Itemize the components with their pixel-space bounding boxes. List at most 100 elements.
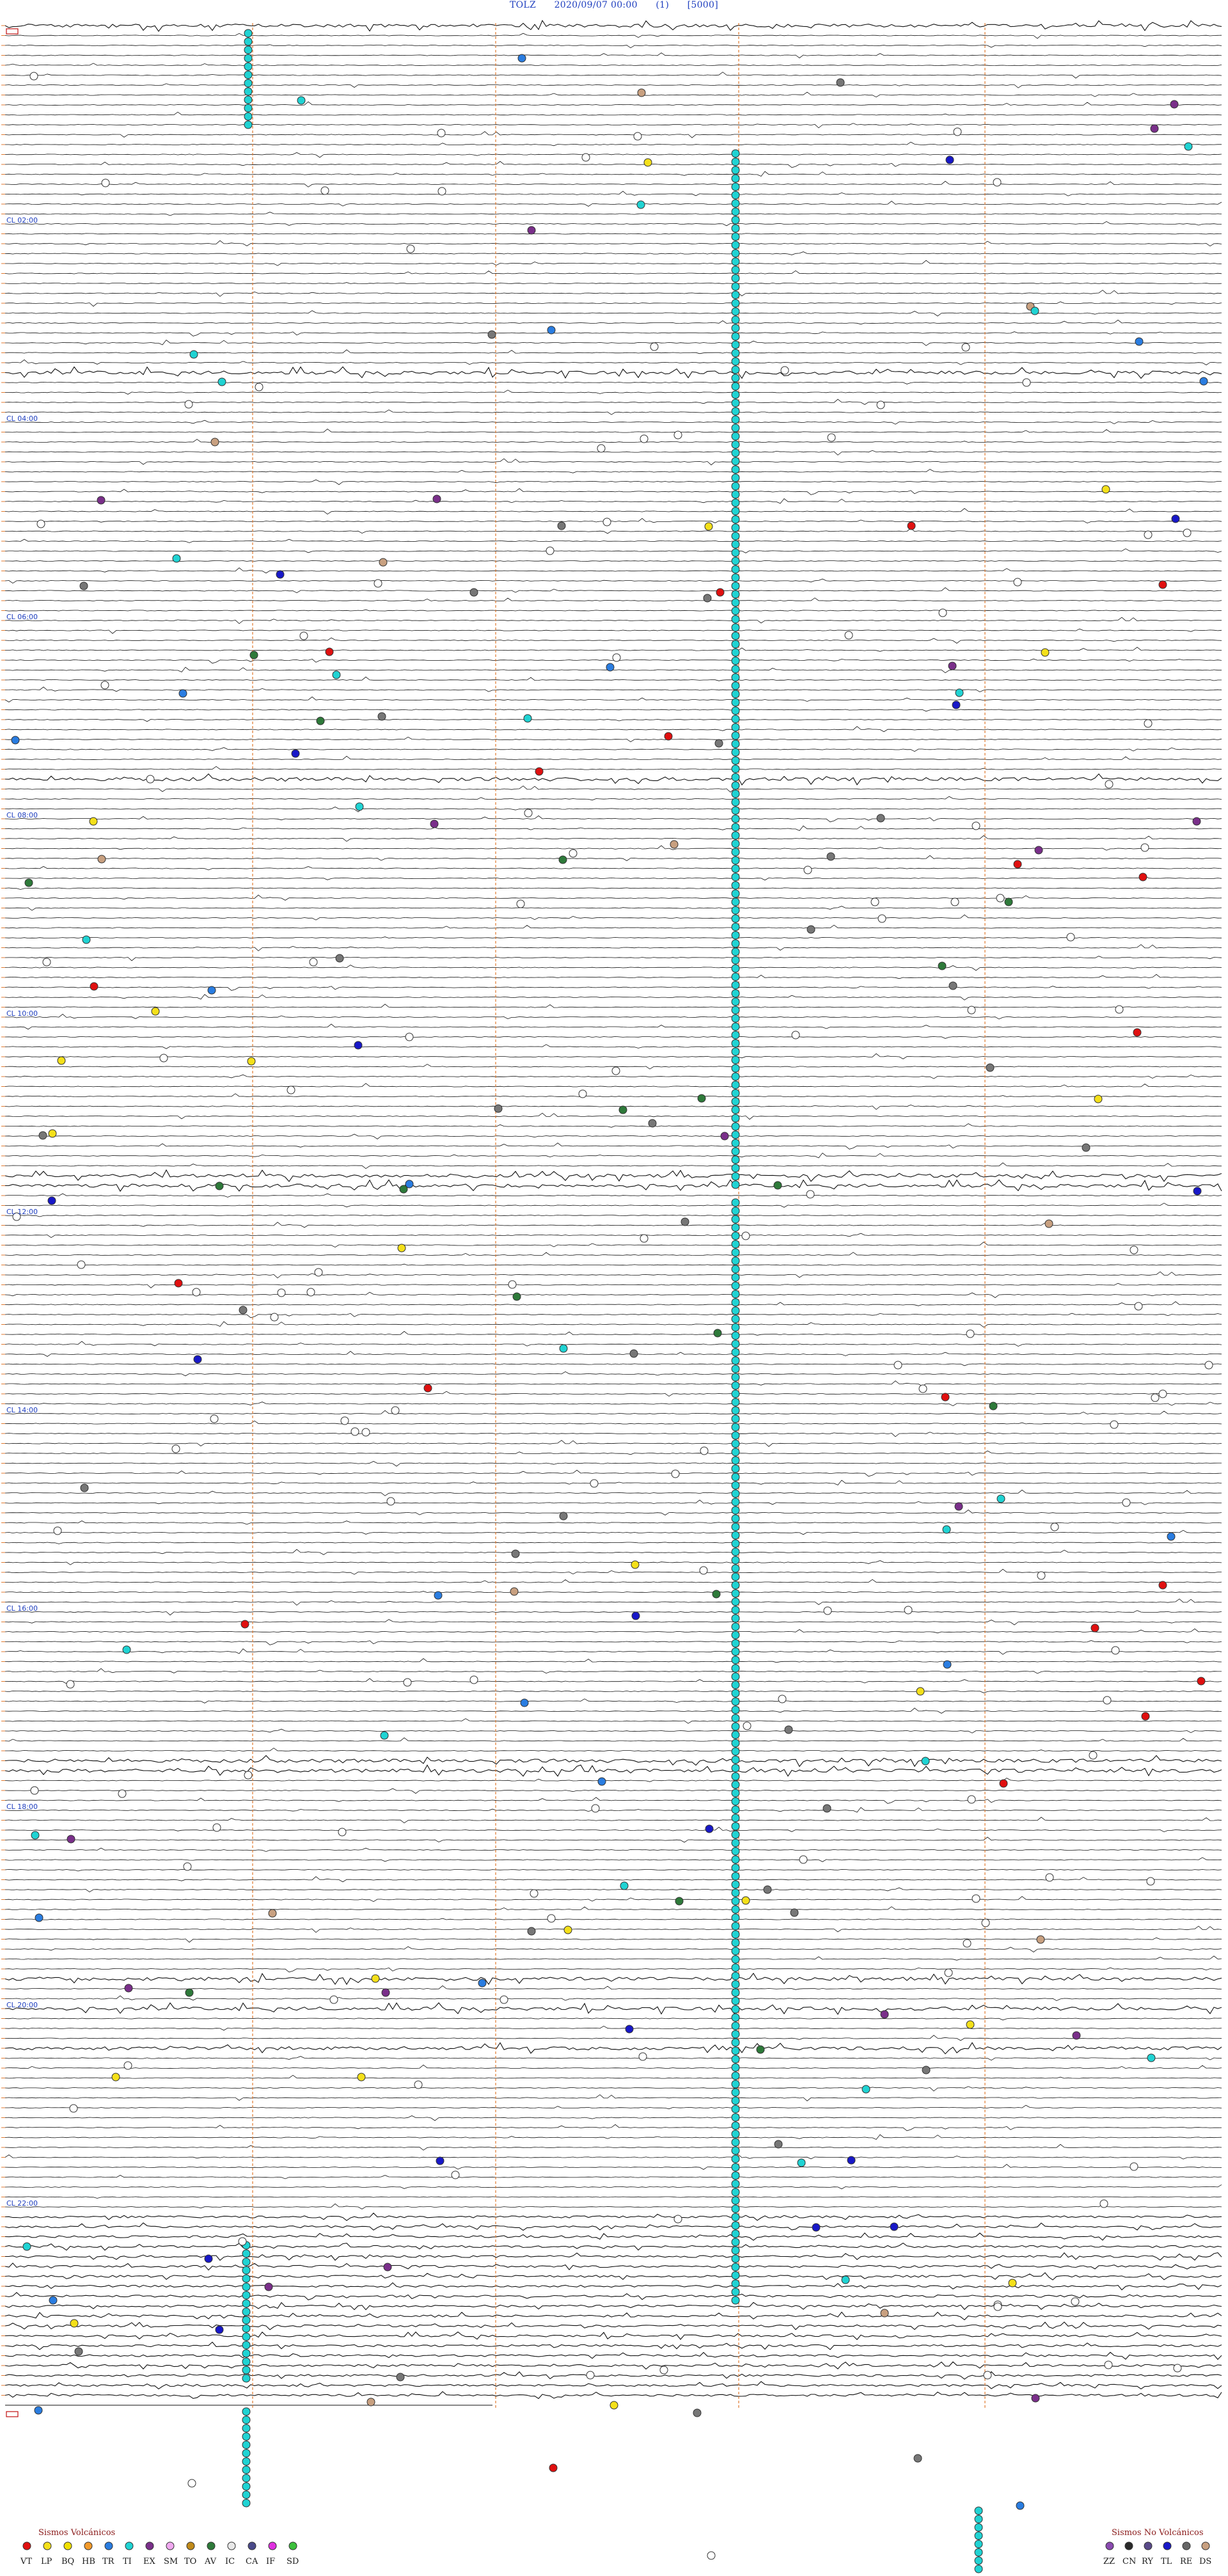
trace-line bbox=[4, 91, 1222, 98]
event-marker bbox=[405, 1180, 414, 1189]
trace-line bbox=[5, 390, 1222, 395]
event-marker bbox=[731, 1830, 740, 1839]
trace-lines bbox=[4, 19, 1222, 2406]
event-marker bbox=[374, 579, 382, 588]
trace-line bbox=[4, 1499, 1222, 1505]
trace-line bbox=[4, 726, 1222, 732]
event-marker bbox=[396, 2373, 405, 2382]
trace-line bbox=[4, 72, 1222, 79]
trace-line bbox=[4, 1579, 1222, 1583]
trace-line bbox=[4, 1480, 1222, 1485]
event-marker bbox=[1036, 1935, 1045, 1944]
trace-line bbox=[4, 2042, 1222, 2055]
legend-label: CA bbox=[246, 2557, 258, 2566]
event-marker bbox=[731, 606, 740, 615]
trace-line bbox=[4, 508, 1222, 515]
trace-line bbox=[4, 1301, 1222, 1306]
event-marker bbox=[49, 2296, 58, 2305]
event-marker bbox=[242, 2366, 251, 2375]
event-marker bbox=[101, 178, 110, 187]
trace-line bbox=[4, 1169, 1222, 1182]
hour-labels: CL 02:00 CL 04:00 CL 06:00 CL 08:00 CL 10:00… bbox=[6, 28, 38, 2417]
event-marker bbox=[299, 631, 308, 640]
trace-line bbox=[5, 2105, 1222, 2110]
event-marker bbox=[731, 997, 740, 1006]
event-marker bbox=[731, 1780, 740, 1789]
event-marker bbox=[1104, 2360, 1113, 2369]
event-marker bbox=[907, 521, 916, 530]
event-marker bbox=[48, 1129, 57, 1138]
event-marker bbox=[967, 1006, 976, 1015]
event-marker bbox=[731, 1331, 740, 1340]
trace-line bbox=[4, 251, 1222, 255]
trace-line bbox=[4, 180, 1222, 187]
event-marker bbox=[512, 1292, 521, 1301]
trace-line bbox=[4, 1764, 1222, 1777]
event-marker bbox=[705, 1824, 714, 1833]
trace-line bbox=[4, 270, 1222, 274]
event-marker bbox=[948, 661, 957, 670]
event-marker bbox=[379, 558, 388, 567]
event-marker bbox=[806, 1190, 815, 1199]
event-marker bbox=[731, 2238, 740, 2247]
trace-line bbox=[4, 2163, 1222, 2170]
trace-line bbox=[4, 796, 1222, 801]
event-marker bbox=[731, 1963, 740, 1972]
trace-line bbox=[4, 2025, 1222, 2031]
hour-label: CL 10:00 bbox=[6, 1009, 38, 1018]
event-marker bbox=[1193, 1187, 1202, 1196]
event-marker bbox=[731, 241, 740, 249]
trace-line bbox=[4, 1896, 1222, 1902]
event-marker bbox=[823, 1606, 832, 1615]
trace-line bbox=[5, 339, 1222, 346]
trace-line bbox=[4, 1972, 1222, 1986]
legend-label: RY bbox=[1142, 2557, 1153, 2566]
trace-line bbox=[4, 479, 1222, 486]
event-marker bbox=[309, 958, 318, 967]
event-marker bbox=[29, 72, 38, 81]
event-marker bbox=[870, 897, 879, 906]
trace-line bbox=[5, 260, 1222, 266]
legend-swatch bbox=[1201, 2541, 1210, 2550]
event-marker bbox=[731, 1105, 740, 1114]
event-marker bbox=[547, 326, 556, 335]
trace-line bbox=[4, 1542, 1222, 1544]
hour-label: CL 20:00 bbox=[6, 2001, 38, 2009]
legend-label: LP bbox=[41, 2557, 52, 2566]
event-marker bbox=[559, 1344, 568, 1353]
trace-line bbox=[4, 2351, 1222, 2360]
trace-line bbox=[4, 290, 1222, 297]
event-marker bbox=[1122, 1498, 1131, 1507]
event-marker bbox=[637, 88, 646, 97]
trace-line bbox=[4, 1469, 1222, 1477]
trace-line bbox=[4, 1321, 1222, 1328]
event-marker bbox=[731, 365, 740, 374]
trace-line bbox=[4, 1698, 1222, 1703]
event-marker bbox=[97, 496, 106, 505]
event-marker bbox=[731, 1473, 740, 1482]
trace-line bbox=[4, 123, 1222, 129]
event-marker bbox=[184, 400, 193, 409]
event-marker bbox=[1204, 1361, 1213, 1370]
event-marker bbox=[1158, 1389, 1167, 1398]
trace-line bbox=[4, 1134, 1222, 1140]
event-marker bbox=[494, 1104, 503, 1113]
event-marker bbox=[918, 1384, 927, 1393]
event-marker bbox=[700, 1446, 709, 1455]
event-marker bbox=[731, 1356, 740, 1365]
event-marker bbox=[731, 448, 740, 457]
event-marker bbox=[731, 1647, 740, 1656]
event-marker bbox=[731, 532, 740, 541]
event-marker bbox=[941, 1393, 950, 1402]
event-marker bbox=[731, 1139, 740, 1148]
event-marker bbox=[731, 324, 740, 333]
event-marker bbox=[731, 1281, 740, 1290]
event-marker bbox=[731, 382, 740, 391]
event-marker bbox=[1130, 1245, 1138, 1254]
event-marker bbox=[731, 690, 740, 699]
trace-line bbox=[4, 399, 1222, 405]
event-marker bbox=[731, 2013, 740, 2022]
event-marker bbox=[807, 925, 815, 934]
event-marker bbox=[731, 723, 740, 732]
event-marker bbox=[731, 1456, 740, 1465]
